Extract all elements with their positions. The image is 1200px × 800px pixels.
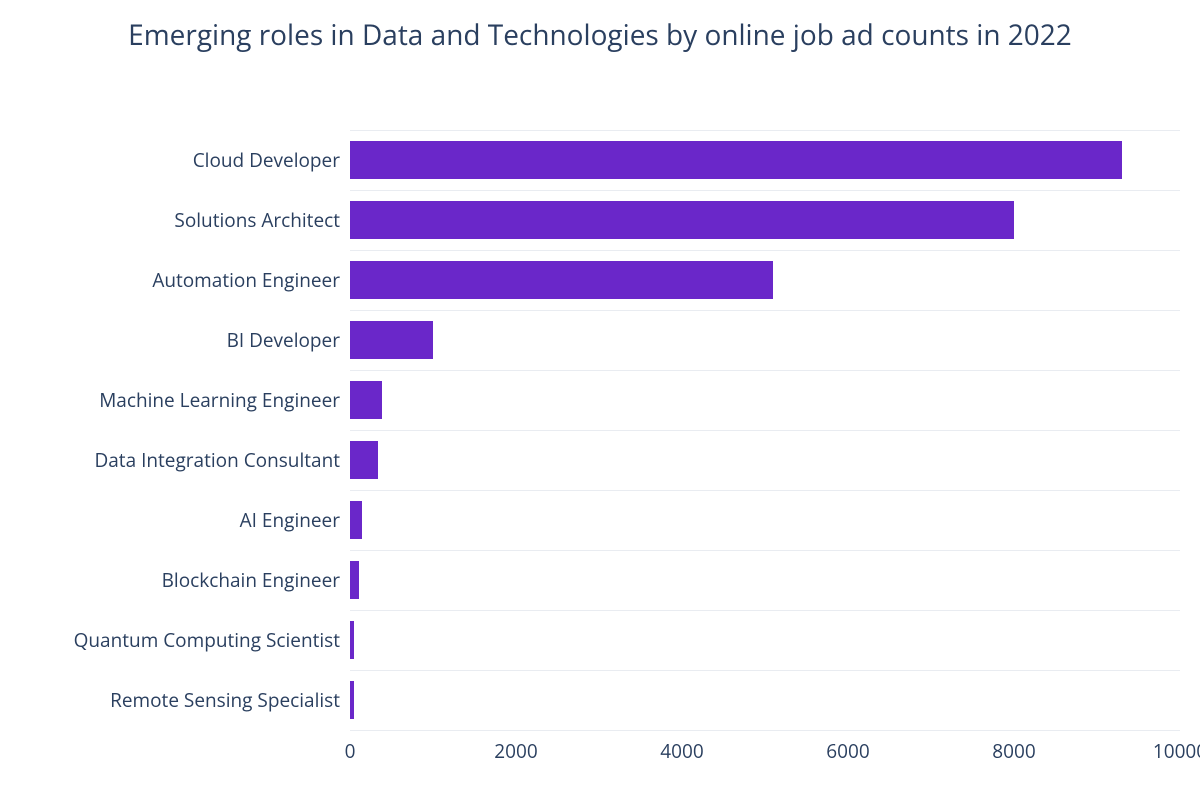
x-axis-label: 6000 [826,738,869,764]
bar[interactable] [350,501,362,538]
y-axis-label: AI Engineer [20,507,340,533]
grid-line [350,430,1180,431]
y-axis-label: Solutions Architect [20,207,340,233]
y-axis-label: Automation Engineer [20,267,340,293]
x-axis-label: 2000 [494,738,537,764]
y-axis-label: BI Developer [20,327,340,353]
chart-title: Emerging roles in Data and Technologies … [0,18,1200,53]
grid-line [350,490,1180,491]
grid-line [350,730,1180,731]
grid-line [350,610,1180,611]
x-axis-label: 4000 [660,738,703,764]
grid-line [350,310,1180,311]
grid-line [350,670,1180,671]
grid-line [350,190,1180,191]
x-axis-label: 8000 [992,738,1035,764]
grid-line [350,250,1180,251]
y-axis-label: Quantum Computing Scientist [20,627,340,653]
chart-container: Emerging roles in Data and Technologies … [0,0,1200,800]
bar[interactable] [350,381,382,418]
plot-area [350,130,1180,730]
grid-line [350,550,1180,551]
bar[interactable] [350,561,359,598]
grid-line [350,370,1180,371]
bar[interactable] [350,141,1122,178]
x-axis-label: 0 [345,738,356,764]
bar[interactable] [350,681,354,718]
y-axis-label: Remote Sensing Specialist [20,687,340,713]
x-axis-label: 10000 [1153,738,1200,764]
bar[interactable] [350,321,433,358]
y-axis-label: Blockchain Engineer [20,567,340,593]
y-axis-label: Cloud Developer [20,147,340,173]
y-axis-label: Machine Learning Engineer [20,387,340,413]
bar[interactable] [350,621,354,658]
grid-line [350,130,1180,131]
y-axis-label: Data Integration Consultant [20,447,340,473]
bar[interactable] [350,261,773,298]
bar[interactable] [350,441,378,478]
bar[interactable] [350,201,1014,238]
